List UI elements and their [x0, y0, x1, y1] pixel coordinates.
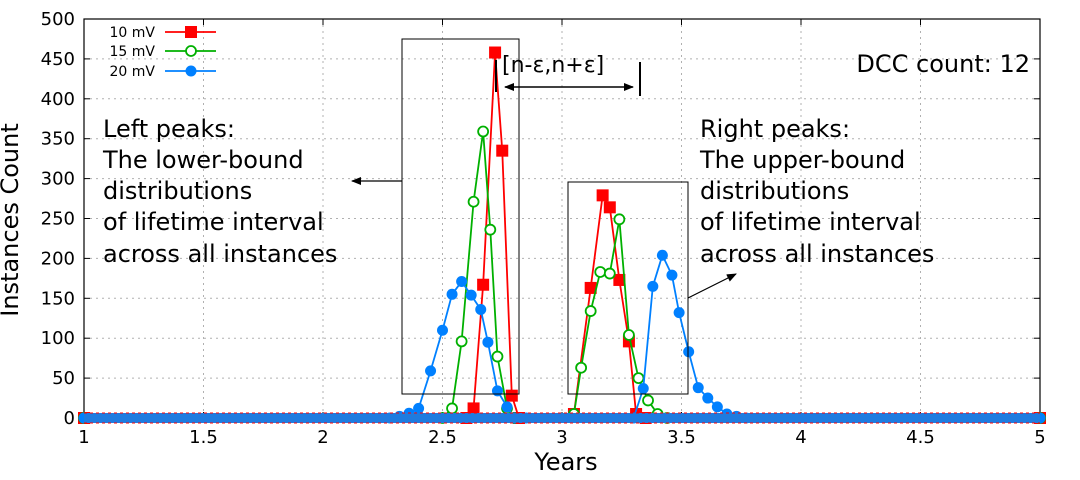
x-tick-label: 1 [78, 427, 89, 448]
y-tick-label: 100 [41, 328, 75, 349]
tick-layer: 1 1.5 2 2.5 3 3.5 4 4.5 505010015020025030035040… [41, 9, 1046, 448]
left-peaks-line-2: The lower-bound [102, 146, 304, 174]
left-peaks-line-3: distributions [103, 177, 252, 205]
data-point [575, 361, 588, 374]
data-point [596, 189, 609, 202]
data-point [489, 46, 502, 59]
interval-label: [n-ε,n+ε] [502, 53, 604, 78]
left-peaks-line-1: Left peaks: [103, 115, 235, 143]
data-point [603, 201, 616, 214]
y-tick-label: 500 [41, 9, 75, 30]
data-point [496, 144, 509, 157]
data-point [647, 280, 659, 292]
x-tick-label: 3 [556, 427, 567, 448]
data-point [446, 288, 458, 300]
right-peaks-line-1: Right peaks: [700, 115, 850, 143]
y-tick-label: 50 [52, 368, 75, 389]
y-tick-label: 150 [41, 288, 75, 309]
data-point [666, 269, 678, 281]
x-tick-label: 4 [795, 427, 806, 448]
data-point [413, 402, 425, 414]
data-point [673, 307, 685, 319]
data-point [702, 392, 714, 404]
right-peaks-line-3: distributions [700, 177, 849, 205]
x-tick-label: 5 [1034, 427, 1045, 448]
right-peaks-line-2: The upper-bound [699, 146, 905, 174]
data-point [477, 278, 490, 291]
data-point [623, 329, 635, 341]
data-point [475, 303, 487, 315]
data-point [465, 289, 477, 301]
data-point [613, 273, 626, 286]
dcc-count-label: DCC count: 12 [856, 50, 1030, 78]
legend-marker-15mv [185, 45, 197, 57]
data-point [613, 213, 626, 226]
legend-label-10mv: 10 mV [110, 25, 156, 41]
x-tick-label: 4.5 [906, 427, 935, 448]
left-peaks-text: Left peaks: The lower-bound distribution… [102, 115, 337, 268]
y-tick-label: 300 [41, 169, 75, 190]
legend: 10 mV 15 mV 20 mV [110, 25, 216, 80]
y-tick-label: 350 [41, 129, 75, 150]
data-point [505, 389, 518, 402]
data-point [484, 223, 497, 236]
baseline-layer [84, 412, 1040, 424]
x-axis-label: Years [533, 448, 597, 476]
left-peaks-box [401, 38, 520, 395]
data-point [425, 365, 437, 377]
x-tick-label: 2.5 [428, 427, 457, 448]
data-point [467, 195, 480, 208]
y-tick-label: 200 [41, 248, 75, 269]
data-point [446, 402, 458, 415]
data-point [456, 276, 468, 288]
y-tick-label: 400 [41, 89, 75, 110]
y-tick-label: 450 [41, 49, 75, 70]
data-point [477, 125, 490, 138]
data-point [491, 385, 503, 397]
data-point [455, 335, 468, 348]
data-point [683, 346, 695, 358]
data-point [642, 394, 654, 407]
zero-baseline-band [84, 413, 1040, 423]
data-point [637, 382, 649, 394]
left-peaks-line-5: across all instances [103, 240, 337, 268]
right-peaks-box [567, 181, 689, 395]
legend-label-15mv: 15 mV [110, 44, 156, 60]
data-point [656, 249, 668, 261]
right-peaks-arrow [687, 273, 737, 299]
right-peaks-text: Right peaks: The upper-bound distributio… [699, 115, 934, 268]
left-peaks-line-4: of lifetime interval [103, 208, 324, 236]
x-tick-label: 1.5 [189, 427, 218, 448]
right-peaks-line-5: across all instances [700, 240, 934, 268]
legend-marker-10mv [185, 26, 197, 38]
data-point [482, 336, 494, 348]
data-point [491, 350, 504, 363]
legend-marker-20mv [185, 65, 197, 77]
data-point [594, 266, 607, 278]
data-point [584, 281, 597, 294]
data-point [467, 402, 480, 415]
x-tick-label: 2 [317, 427, 328, 448]
y-tick-label: 0 [64, 408, 75, 429]
series-line [84, 131, 1040, 419]
data-point [603, 267, 616, 280]
y-axis-label: Instances Count [0, 123, 24, 317]
series-line [84, 252, 1040, 419]
x-tick-label: 3.5 [667, 427, 696, 448]
data-point [632, 372, 645, 385]
y-tick-label: 250 [41, 209, 75, 230]
right-peaks-line-4: of lifetime interval [700, 208, 921, 236]
legend-label-20mv: 20 mV [110, 64, 156, 80]
data-point [501, 401, 513, 413]
data-point [584, 305, 597, 317]
data-point [437, 324, 448, 336]
data-point [692, 382, 704, 394]
data-point [711, 401, 723, 413]
